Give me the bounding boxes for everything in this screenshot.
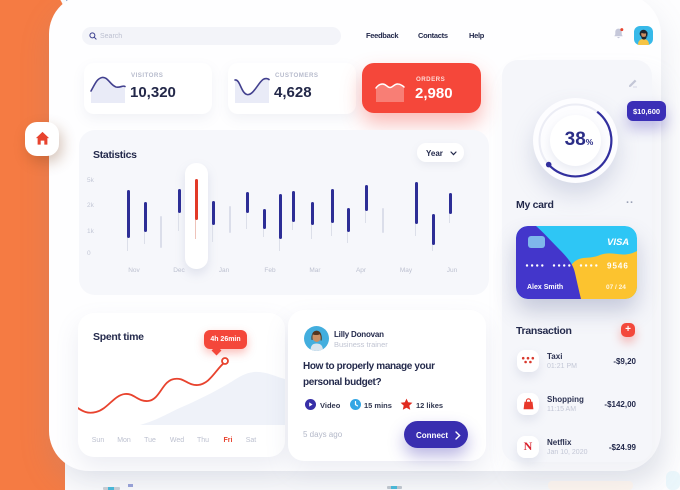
- svg-text:9546: 9546: [607, 262, 629, 271]
- svg-text:VISA: VISA: [607, 237, 629, 248]
- svg-text:Alex Smith: Alex Smith: [527, 284, 563, 291]
- svg-text:07 / 24: 07 / 24: [606, 284, 626, 291]
